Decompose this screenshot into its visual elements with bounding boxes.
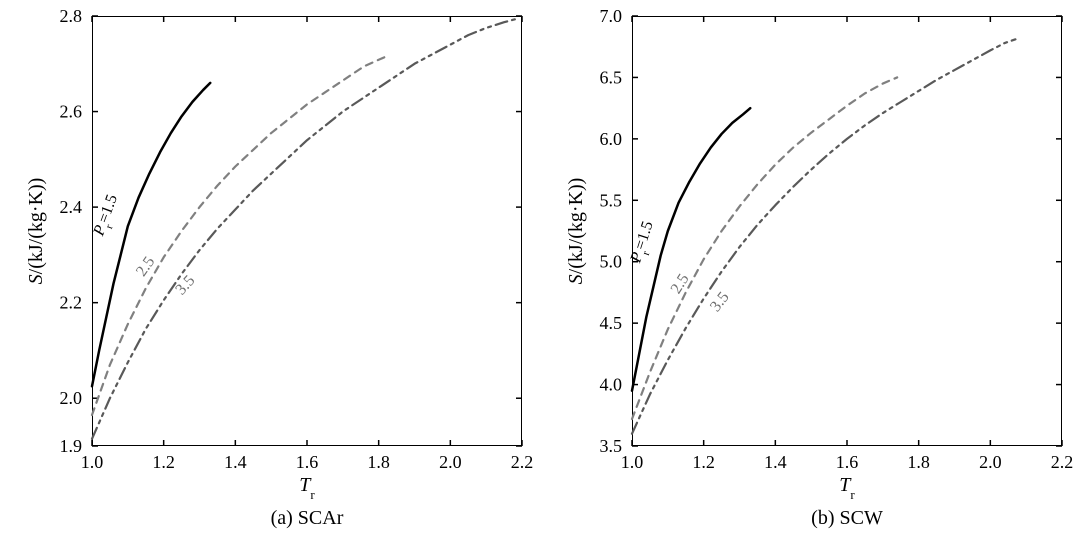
series-Pr=1.5 — [632, 108, 750, 391]
y-tick-label: 4.5 — [600, 313, 623, 333]
x-axis-title: Tr — [299, 474, 315, 502]
panel-subcaption: (b) SCW — [811, 507, 883, 529]
series-Pr=2.5 — [632, 77, 897, 419]
y-tick-label: 4.0 — [600, 375, 623, 395]
y-axis-title: S/(kJ/(kg·K)) — [565, 178, 587, 285]
series-Pr=3.5 — [92, 19, 515, 438]
y-tick-label: 2.4 — [60, 197, 83, 217]
y-tick-label: 2.8 — [60, 6, 83, 26]
x-tick-label: 1.4 — [764, 452, 787, 472]
series-label-Pr=1.5: Pr=1.5 — [90, 192, 126, 240]
panel-a: 1.01.21.41.61.82.02.21.92.02.22.42.62.8T… — [20, 10, 530, 530]
x-tick-label: 1.8 — [367, 452, 390, 472]
x-tick-label: 1.6 — [296, 452, 319, 472]
y-axis-title: S/(kJ/(kg·K)) — [25, 178, 47, 285]
x-tick-label: 1.0 — [621, 452, 644, 472]
x-tick-label: 1.2 — [692, 452, 715, 472]
x-tick-label: 1.4 — [224, 452, 247, 472]
y-tick-label: 2.0 — [60, 388, 83, 408]
panel-subcaption: (a) SCAr — [271, 507, 344, 529]
x-tick-label: 1.2 — [152, 452, 175, 472]
series-label-Pr=3.5: 3.5 — [707, 289, 733, 315]
series-label-Pr=2.5: 2.5 — [133, 254, 158, 280]
series-Pr=3.5 — [632, 39, 1015, 433]
y-tick-label: 3.5 — [600, 436, 623, 456]
y-tick-label: 6.0 — [600, 129, 623, 149]
x-tick-label: 2.0 — [439, 452, 462, 472]
x-tick-label: 1.0 — [81, 452, 104, 472]
y-tick-label: 6.5 — [600, 67, 623, 87]
series-label-Pr=1.5: Pr=1.5 — [627, 219, 661, 267]
panel-b: 1.01.21.41.61.82.02.23.54.04.55.05.56.06… — [560, 10, 1070, 530]
series-label-Pr=2.5: 2.5 — [668, 271, 693, 297]
chart-svg: 1.01.21.41.61.82.02.23.54.04.55.05.56.06… — [560, 10, 1070, 530]
series-label-Pr=3.5: 3.5 — [172, 272, 198, 298]
series-Pr=1.5 — [92, 83, 210, 386]
x-tick-label: 1.8 — [907, 452, 930, 472]
x-axis-title: Tr — [839, 474, 855, 502]
y-tick-label: 5.5 — [600, 190, 623, 210]
x-tick-label: 2.2 — [1051, 452, 1074, 472]
y-tick-label: 2.2 — [60, 293, 83, 313]
chart-svg: 1.01.21.41.61.82.02.21.92.02.22.42.62.8T… — [20, 10, 530, 530]
x-tick-label: 2.0 — [979, 452, 1002, 472]
y-tick-label: 7.0 — [600, 6, 623, 26]
y-tick-label: 1.9 — [60, 436, 83, 456]
y-tick-label: 2.6 — [60, 102, 83, 122]
y-tick-label: 5.0 — [600, 252, 623, 272]
figure-root: 1.0 1.2 1.4 1.6 1.8 2.0 2.2 1.9 2.0 2.2 2.4 2.6 2.8 T… — [0, 0, 1080, 542]
x-tick-label: 1.6 — [836, 452, 859, 472]
x-tick-label: 2.2 — [511, 452, 534, 472]
series-Pr=2.5 — [92, 57, 386, 415]
